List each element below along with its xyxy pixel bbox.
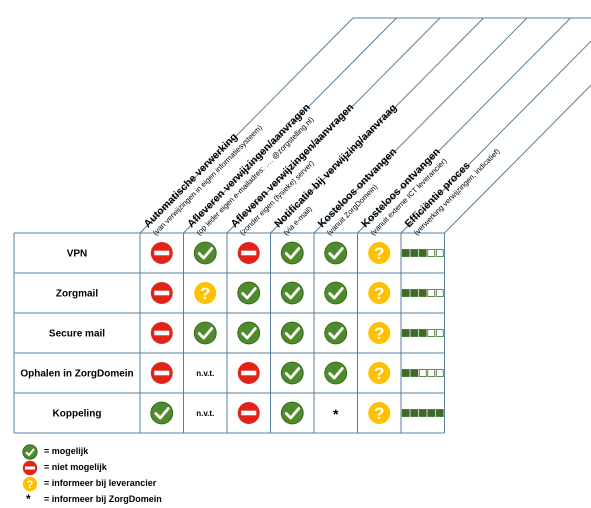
efficiency-square-filled xyxy=(419,290,426,297)
legend-text: = informeer bij ZorgDomein xyxy=(44,494,162,504)
svg-text:?: ? xyxy=(27,479,34,491)
check-icon xyxy=(281,402,303,424)
question-icon: ? xyxy=(368,402,390,424)
legend-text: = informeer bij leverancier xyxy=(44,478,156,488)
svg-text:?: ? xyxy=(374,324,384,343)
efficiency-square-filled xyxy=(402,290,409,297)
efficiency-square-empty xyxy=(436,250,443,257)
question-icon: ? xyxy=(194,282,216,304)
asterisk-icon: * xyxy=(26,492,31,506)
svg-text:?: ? xyxy=(374,284,384,303)
efficiency-square-filled xyxy=(411,410,418,417)
efficiency-square-filled xyxy=(436,410,443,417)
efficiency-square-filled xyxy=(411,370,418,377)
check-icon xyxy=(194,322,216,344)
efficiency-square-filled xyxy=(411,330,418,337)
efficiency-square-empty xyxy=(428,290,435,297)
row-label: Ophalen in ZorgDomein xyxy=(20,369,133,380)
question-icon: ? xyxy=(22,476,38,492)
efficiency-square-empty xyxy=(428,330,435,337)
asterisk-icon: * xyxy=(333,406,339,422)
svg-text:?: ? xyxy=(200,284,210,303)
efficiency-square-filled xyxy=(419,330,426,337)
efficiency-square-filled xyxy=(402,330,409,337)
efficiency-square-empty xyxy=(436,330,443,337)
efficiency-square-filled xyxy=(402,410,409,417)
row-label: Koppeling xyxy=(53,409,102,420)
header-divider xyxy=(445,18,591,233)
efficiency-square-empty xyxy=(436,370,443,377)
check-icon xyxy=(151,402,173,424)
no-entry-icon xyxy=(22,460,38,476)
question-icon: ? xyxy=(368,362,390,384)
efficiency-square-filled xyxy=(411,290,418,297)
cell-text: n.v.t. xyxy=(196,409,214,418)
check-icon xyxy=(281,242,303,264)
no-entry-icon xyxy=(238,362,260,384)
efficiency-square-empty xyxy=(428,370,435,377)
question-icon: ? xyxy=(368,322,390,344)
row-label: Zorgmail xyxy=(56,289,98,300)
efficiency-square-filled xyxy=(419,250,426,257)
no-entry-icon xyxy=(151,282,173,304)
efficiency-square-empty xyxy=(419,370,426,377)
legend-text: = mogelijk xyxy=(44,446,88,456)
legend: = mogelijk = niet mogelijk ? = informeer… xyxy=(22,442,322,506)
comparison-matrix: Automatische verwerking(van verwijzingen… xyxy=(0,0,591,440)
efficiency-square-filled xyxy=(402,250,409,257)
efficiency-square-filled xyxy=(419,410,426,417)
svg-text:?: ? xyxy=(374,244,384,263)
efficiency-square-filled xyxy=(402,370,409,377)
svg-text:?: ? xyxy=(374,364,384,383)
check-icon xyxy=(325,282,347,304)
no-entry-icon xyxy=(238,242,260,264)
check-icon xyxy=(281,282,303,304)
check-icon xyxy=(325,242,347,264)
question-icon: ? xyxy=(368,242,390,264)
svg-text:?: ? xyxy=(374,404,384,423)
row-label: VPN xyxy=(67,249,88,260)
check-icon xyxy=(325,322,347,344)
check-icon xyxy=(325,362,347,384)
question-icon: ? xyxy=(368,282,390,304)
no-entry-icon xyxy=(238,402,260,424)
efficiency-square-filled xyxy=(428,410,435,417)
no-entry-icon xyxy=(151,242,173,264)
check-icon xyxy=(281,362,303,384)
check-icon xyxy=(22,444,38,460)
cell-text: n.v.t. xyxy=(196,369,214,378)
efficiency-square-empty xyxy=(436,290,443,297)
efficiency-square-empty xyxy=(428,250,435,257)
check-icon xyxy=(238,322,260,344)
row-label: Secure mail xyxy=(49,329,105,340)
check-icon xyxy=(238,282,260,304)
legend-text: = niet mogelijk xyxy=(44,462,107,472)
no-entry-icon xyxy=(151,362,173,384)
check-icon xyxy=(194,242,216,264)
no-entry-icon xyxy=(151,322,173,344)
efficiency-square-filled xyxy=(411,250,418,257)
check-icon xyxy=(281,322,303,344)
